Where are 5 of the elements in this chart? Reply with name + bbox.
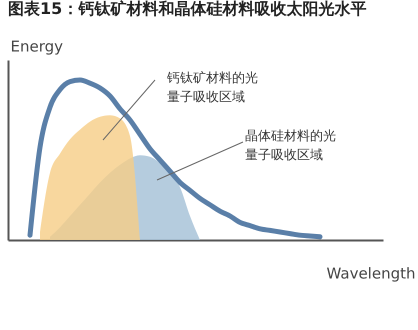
y-axis-title: Energy (10, 38, 64, 56)
chart-title: 图表15：钙钛矿材料和晶体硅材料吸收太阳光水平 (8, 0, 366, 18)
x-axis-title: Wavelength (326, 264, 416, 282)
annotation: 钙钛矿材料的光量子吸收区域 (166, 71, 258, 105)
annotation: 晶体硅材料的光量子吸收区域 (245, 129, 336, 163)
